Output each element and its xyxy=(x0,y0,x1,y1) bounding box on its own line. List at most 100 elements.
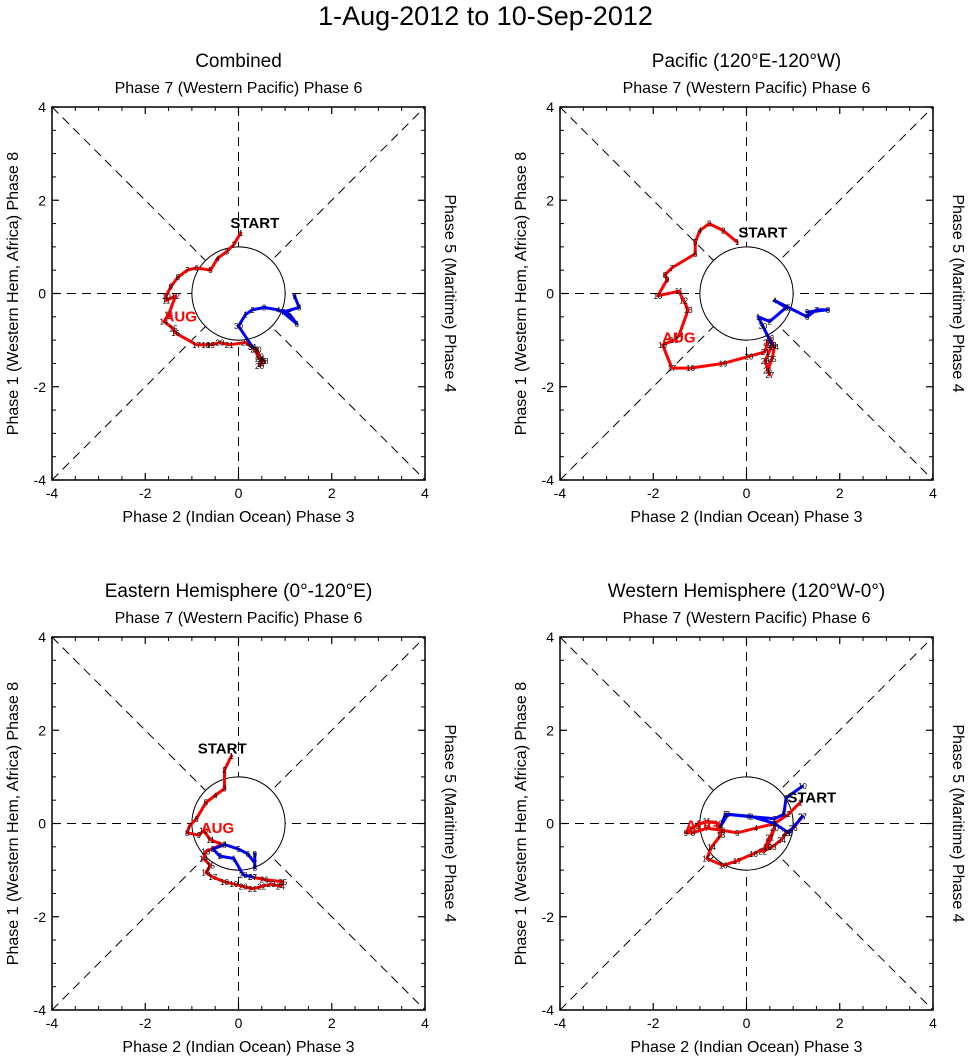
day-label-sep: 7 xyxy=(253,859,258,868)
day-label-sep: 2 xyxy=(749,813,754,822)
day-label-sep: 29 xyxy=(768,341,777,350)
day-label-aug: 26 xyxy=(763,366,772,375)
start-label: START xyxy=(230,215,279,232)
day-label-sep: 30 xyxy=(758,322,767,331)
day-label-aug: 16 xyxy=(201,868,210,877)
panel-title: Eastern Hemisphere (0°-120°E) xyxy=(105,581,373,602)
day-label-aug: 19 xyxy=(719,359,728,368)
trajectory-line-sep xyxy=(211,843,257,879)
day-label-sep: 1 xyxy=(756,313,761,322)
day-label-aug: 2 xyxy=(232,241,237,250)
day-label-aug: 1 xyxy=(229,752,234,761)
day-label-aug: 2 xyxy=(786,810,791,819)
day-label-aug: 19 xyxy=(206,341,215,350)
y-tick-label: 4 xyxy=(38,99,46,115)
day-label-aug: 7 xyxy=(705,824,710,833)
day-label-sep: 9 xyxy=(292,292,297,301)
panel-pacific: Pacific (120°E-120°W) Phase 7 (Western Pa… xyxy=(513,51,966,526)
start-label: START xyxy=(198,741,247,758)
panel-title: Pacific (120°E-120°W) xyxy=(652,51,841,72)
day-label-aug: 1 xyxy=(239,229,244,238)
x-tick-label: -4 xyxy=(46,485,59,501)
bottom-axis-label: Phase 2 (Indian Ocean) Phase 3 xyxy=(122,509,354,526)
day-label-aug: 12 xyxy=(714,820,723,829)
right-axis-label: Phase 5 (Maritime) Phase 4 xyxy=(441,194,458,392)
day-label-aug: 5 xyxy=(693,238,698,247)
left-axis-label: Phase 1 (Western Hem, Africa) Phase 8 xyxy=(513,152,530,435)
unit-circle xyxy=(191,246,286,341)
day-label-aug: 3 xyxy=(222,785,227,794)
day-label-aug: 17 xyxy=(733,857,742,866)
day-label-aug: 19 xyxy=(763,843,772,852)
day-label-sep: 1 xyxy=(232,854,237,863)
y-tick-label: -4 xyxy=(542,1002,555,1018)
y-tick-label: 0 xyxy=(546,816,554,832)
day-label-aug: 8 xyxy=(663,271,668,280)
day-label-sep: 28 xyxy=(784,829,793,838)
top-axis-label: Phase 7 (Western Pacific) Phase 6 xyxy=(115,80,363,97)
day-label-aug: 11 xyxy=(206,836,215,845)
month-label-aug: AUG xyxy=(164,308,197,325)
day-label-aug: 2 xyxy=(222,766,227,775)
x-tick-label: -4 xyxy=(554,485,567,501)
day-label-sep: 2 xyxy=(218,852,223,861)
day-label-aug: 11 xyxy=(675,287,684,296)
day-label-aug: 18 xyxy=(686,364,695,373)
day-label-aug: 4 xyxy=(754,824,759,833)
y-tick-label: 0 xyxy=(38,286,46,302)
day-label-aug: 17 xyxy=(208,873,217,882)
y-tick-label: -4 xyxy=(34,1002,47,1018)
day-label-aug: 13 xyxy=(164,310,173,319)
trajectory-line-sep xyxy=(756,299,830,347)
day-label-aug: 8 xyxy=(176,273,181,282)
x-tick-label: 2 xyxy=(328,1015,336,1031)
day-label-aug: 3 xyxy=(225,248,230,257)
day-label-aug: 22 xyxy=(763,338,772,347)
day-label-aug: 5 xyxy=(735,829,740,838)
y-tick-label: 4 xyxy=(546,629,554,645)
day-label-aug: 23 xyxy=(765,334,774,343)
right-axis-label: Phase 5 (Maritime) Phase 4 xyxy=(441,724,458,922)
day-label-aug: 4 xyxy=(213,792,218,801)
day-label-aug: 19 xyxy=(229,880,238,889)
day-label-sep: 28 xyxy=(239,871,248,880)
day-label-aug: 15 xyxy=(206,861,215,870)
day-label-sep: 7 xyxy=(772,815,777,824)
panel-title: Western Hemisphere (120°W-0°) xyxy=(608,581,885,602)
day-label-aug: 17 xyxy=(192,341,201,350)
day-label-aug: 14 xyxy=(674,331,683,340)
month-label-aug: AUG xyxy=(686,817,719,834)
day-label-aug: 23 xyxy=(250,345,259,354)
day-label-aug: 4 xyxy=(215,255,220,264)
day-label-aug: 2 xyxy=(721,227,726,236)
day-label-sep: 27 xyxy=(798,813,807,822)
right-axis-label: Phase 5 (Maritime) Phase 4 xyxy=(949,194,966,392)
unit-circle xyxy=(699,246,794,341)
panel-eastern-hemisphere: Eastern Hemisphere (0°-120°E) Phase 7 (We… xyxy=(5,581,458,1056)
day-label-sep: 9 xyxy=(784,794,789,803)
day-label-aug: 3 xyxy=(772,820,777,829)
day-label-sep: 5 xyxy=(723,810,728,819)
day-label-sep: 6 xyxy=(295,320,300,329)
y-tick-label: 4 xyxy=(38,629,46,645)
day-label-aug: 10 xyxy=(653,292,662,301)
day-label-sep: 8 xyxy=(297,303,302,312)
y-tick-label: 0 xyxy=(546,286,554,302)
month-label-aug: AUG xyxy=(662,329,695,346)
day-label-sep: 4 xyxy=(276,306,281,315)
day-label-sep: 31 xyxy=(248,343,257,352)
start-label: START xyxy=(787,790,836,807)
x-tick-label: 4 xyxy=(929,485,937,501)
day-label-sep: 2 xyxy=(250,306,255,315)
panel-western-hemisphere: Western Hemisphere (120°W-0°) Phase 7 (We… xyxy=(513,581,966,1056)
day-label-aug: 12 xyxy=(679,296,688,305)
day-label-aug: 29 xyxy=(768,341,777,350)
day-label-sep: 8 xyxy=(253,864,258,873)
x-tick-label: -2 xyxy=(139,485,152,501)
day-label-aug: 21 xyxy=(765,833,774,842)
day-label-aug: 9 xyxy=(684,829,689,838)
day-label-sep: 8 xyxy=(782,810,787,819)
day-label-aug: 18 xyxy=(220,878,229,887)
day-label-sep: 4 xyxy=(719,822,724,831)
day-label-aug: 1 xyxy=(798,799,803,808)
